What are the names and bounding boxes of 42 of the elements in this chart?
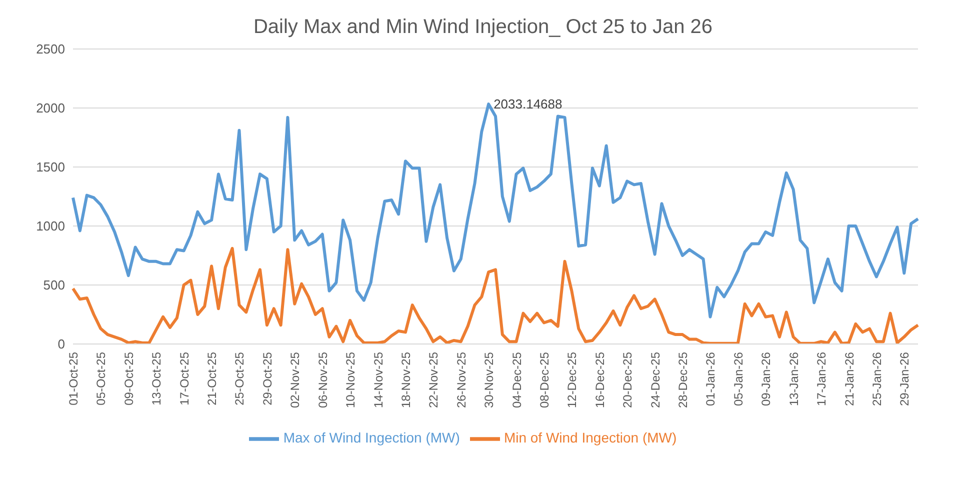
legend-label: Min of Wind Ingection (MW) [504, 430, 677, 446]
chart-title: Daily Max and Min Wind Injection_ Oct 25 to Jan 26 [252, 15, 714, 39]
legend-label: Max of Wind Ingection (MW) [283, 430, 460, 446]
line-series [72, 246, 920, 344]
x-tick-label: 25-Jan-26 [870, 352, 884, 406]
y-tick-label: 500 [43, 278, 65, 293]
x-tick-label: 05-Jan-26 [731, 352, 746, 406]
x-tick-label: 24-Dec-25 [648, 352, 662, 408]
y-tick-label: 2500 [36, 42, 65, 57]
x-tick-label: 09-Jan-26 [759, 352, 774, 406]
x-tick-label: 04-Dec-25 [510, 352, 524, 408]
x-tick-label: 05-Oct-25 [94, 352, 108, 406]
x-tick-label: 13-Jan-26 [786, 352, 801, 406]
x-tick-label: 09-Oct-25 [122, 352, 136, 406]
x-tick-label: 17-Jan-26 [814, 352, 829, 406]
x-tick-label: 26-Nov-25 [454, 352, 468, 408]
x-tick-label: 10-Nov-25 [344, 352, 358, 408]
x-tick-label: 06-Nov-25 [316, 352, 330, 408]
annotation: 2033.14688 [494, 96, 562, 112]
x-tick-label: 01-Oct-25 [66, 352, 81, 406]
x-tick-label: 30-Nov-25 [482, 352, 496, 408]
x-tick-label: 29-Jan-26 [898, 352, 912, 406]
y-tick-label: 1000 [36, 218, 65, 234]
x-tick-label: 20-Dec-25 [620, 352, 635, 408]
x-tick-label: 22-Nov-25 [426, 352, 441, 408]
x-tick-label: 02-Nov-25 [288, 352, 302, 408]
x-tick-label: 29-Oct-25 [260, 352, 274, 406]
x-tick-label: 17-Oct-25 [177, 352, 192, 406]
x-tick-label: 25-Oct-25 [232, 352, 247, 406]
x-tick-label: 01-Jan-26 [704, 352, 718, 406]
x-tick-label: 16-Dec-25 [592, 352, 607, 408]
x-tick-label: 13-Oct-25 [150, 352, 164, 406]
x-tick-label: 21-Oct-25 [205, 352, 220, 406]
x-tick-label: 08-Dec-25 [538, 352, 552, 408]
x-tick-label: 14-Nov-25 [371, 352, 386, 408]
x-tick-label: 18-Nov-25 [398, 352, 413, 408]
x-tick-label: 28-Dec-25 [676, 352, 690, 408]
y-tick-label: 2000 [36, 100, 65, 116]
y-tick-label: 0 [58, 336, 65, 352]
x-tick-label: 12-Dec-25 [565, 352, 580, 408]
y-tick-label: 1500 [36, 160, 65, 175]
x-tick-label: 21-Jan-26 [842, 352, 856, 406]
